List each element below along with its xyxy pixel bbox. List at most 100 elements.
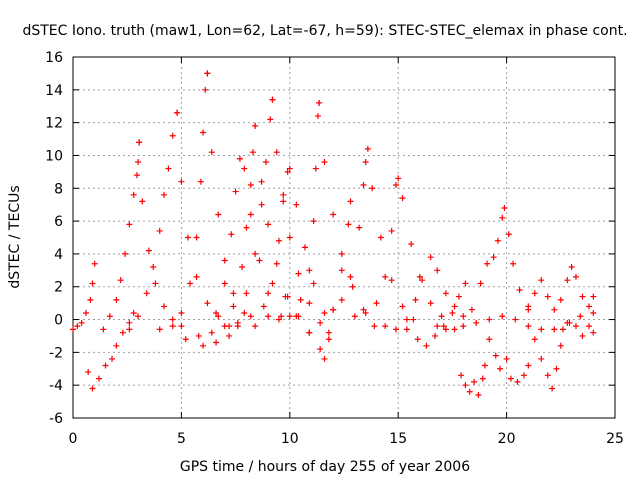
data-point xyxy=(486,316,493,323)
data-point xyxy=(213,339,220,346)
data-point xyxy=(117,277,124,284)
data-point xyxy=(432,332,439,339)
data-series xyxy=(434,309,597,333)
data-point xyxy=(497,365,504,372)
data-point xyxy=(161,191,168,198)
data-point xyxy=(243,290,250,297)
data-point xyxy=(265,290,272,297)
data-point xyxy=(152,280,159,287)
data-point xyxy=(306,300,313,307)
data-point xyxy=(499,214,506,221)
data-point xyxy=(226,332,233,339)
x-tick-label: 5 xyxy=(177,431,186,447)
data-point xyxy=(330,211,337,218)
data-point xyxy=(317,346,324,353)
data-point xyxy=(275,237,282,244)
data-point xyxy=(200,342,207,349)
data-point xyxy=(262,159,269,166)
data-point xyxy=(516,287,523,294)
data-point xyxy=(403,326,410,333)
data-point xyxy=(156,227,163,234)
data-point xyxy=(273,260,280,267)
data-point xyxy=(579,293,586,300)
data-point xyxy=(460,313,467,320)
data-point xyxy=(130,309,137,316)
x-axis-label: GPS time / hours of day 255 of year 2006 xyxy=(180,459,470,475)
data-point xyxy=(130,191,137,198)
data-point xyxy=(247,181,254,188)
data-point xyxy=(89,280,96,287)
data-point xyxy=(221,257,228,264)
x-tick-label: 10 xyxy=(281,431,299,447)
data-point xyxy=(317,319,324,326)
data-point xyxy=(78,319,85,326)
y-tick-label: 14 xyxy=(45,83,63,99)
data-point xyxy=(280,198,287,205)
data-point xyxy=(564,277,571,284)
y-tick-label: 10 xyxy=(45,148,63,164)
data-point xyxy=(551,326,558,333)
data-point xyxy=(347,198,354,205)
data-point xyxy=(260,303,267,310)
data-point xyxy=(213,309,220,316)
data-point xyxy=(423,342,430,349)
data-point xyxy=(484,260,491,267)
data-point xyxy=(360,181,367,188)
data-point xyxy=(280,191,287,198)
data-point xyxy=(102,362,109,369)
data-point xyxy=(538,355,545,362)
y-axis-tick-labels: -6 -4 -2 0 2 4 6 8 10 12 14 16 xyxy=(45,50,63,427)
data-point xyxy=(74,323,81,330)
data-point xyxy=(347,273,354,280)
data-point xyxy=(70,326,76,333)
data-series xyxy=(316,99,378,330)
data-point xyxy=(382,273,389,280)
data-point xyxy=(462,382,469,389)
data-series xyxy=(265,99,323,323)
data-point xyxy=(169,323,176,330)
data-point xyxy=(230,303,237,310)
y-tick-label: 16 xyxy=(45,50,63,66)
data-series xyxy=(174,109,233,330)
data-point xyxy=(208,329,215,336)
data-point xyxy=(568,264,575,271)
data-point xyxy=(241,165,248,172)
data-point xyxy=(531,336,538,343)
data-point xyxy=(531,290,538,297)
data-point xyxy=(486,336,493,343)
data-point xyxy=(126,221,133,228)
data-point xyxy=(585,323,592,330)
x-tick-label: 20 xyxy=(498,431,516,447)
data-point xyxy=(178,323,185,330)
x-tick-label: 25 xyxy=(606,431,624,447)
data-point xyxy=(301,244,308,251)
data-point xyxy=(362,309,369,316)
data-point xyxy=(473,319,480,326)
data-series xyxy=(382,254,467,333)
data-point xyxy=(306,329,313,336)
data-point xyxy=(492,352,499,359)
data-point xyxy=(579,332,586,339)
x-tick-label: 0 xyxy=(69,431,78,447)
data-point xyxy=(325,329,332,336)
data-point xyxy=(442,326,449,333)
data-point xyxy=(239,264,246,271)
data-point xyxy=(247,313,254,320)
data-point xyxy=(193,273,200,280)
y-tick-label: 4 xyxy=(54,247,63,263)
data-point xyxy=(451,303,458,310)
data-point xyxy=(96,375,103,382)
data-point xyxy=(408,241,415,248)
data-point xyxy=(133,172,140,179)
data-point xyxy=(572,323,579,330)
data-point xyxy=(427,254,434,261)
y-tick-label: 12 xyxy=(45,116,63,132)
data-point xyxy=(85,369,92,376)
data-point xyxy=(126,326,133,333)
data-point xyxy=(228,231,235,238)
data-point xyxy=(393,326,400,333)
data-series xyxy=(156,70,211,333)
data-point xyxy=(258,178,265,185)
data-point xyxy=(338,296,345,303)
